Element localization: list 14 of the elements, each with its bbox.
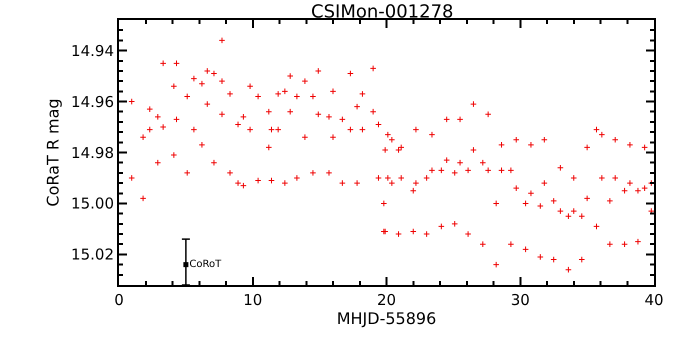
y-axis-title: CoRaT R mag (43, 98, 62, 207)
y-tick-label: 14.94 (71, 42, 114, 60)
x-axis-title: MHJD-55896 (336, 309, 436, 328)
x-tick-label: 30 (510, 291, 530, 309)
y-tick-label: 14.96 (71, 92, 114, 111)
x-tick-label: 20 (376, 291, 396, 309)
series-label: CoRoT (189, 259, 222, 270)
y-tick-label: 15.02 (71, 246, 114, 264)
chart-title: CSIMon-001278 (311, 2, 454, 23)
y-tick-label: 14.98 (71, 144, 114, 162)
x-tick-label: 10 (243, 291, 262, 309)
y-tick-label: 15.00 (71, 194, 114, 213)
x-tick-label: 40 (644, 291, 664, 309)
x-tick-label: 0 (114, 291, 124, 309)
